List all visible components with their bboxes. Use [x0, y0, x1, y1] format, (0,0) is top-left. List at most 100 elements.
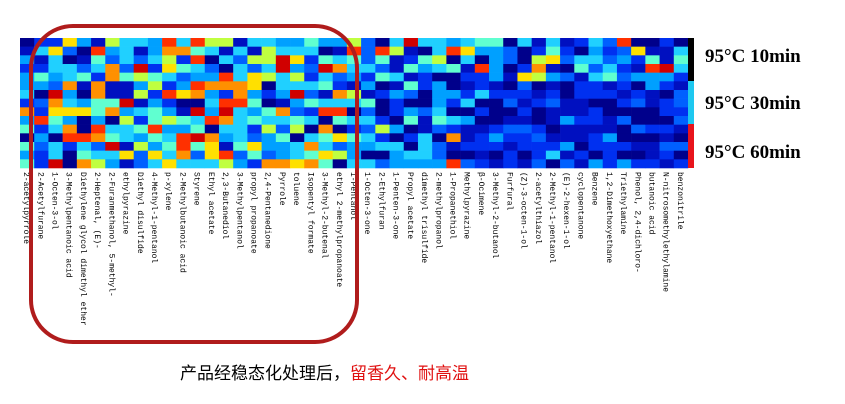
heatmap-cell	[659, 90, 675, 99]
heatmap-cell	[432, 133, 447, 143]
heatmap-cell	[233, 124, 248, 134]
heatmap-cell	[133, 116, 149, 125]
heatmap-cell	[318, 150, 333, 160]
heatmap-cell	[247, 46, 262, 56]
heatmap-cell	[332, 124, 348, 134]
heatmap-cell	[290, 46, 305, 56]
heatmap-cell	[91, 142, 106, 151]
heatmap-cell	[91, 107, 106, 117]
heatmap-cell	[616, 55, 632, 65]
heatmap-cell	[176, 133, 191, 143]
column-label: 3-Methyl-2-butanol	[490, 172, 499, 259]
heatmap-cell	[645, 116, 660, 125]
heatmap-cell	[275, 90, 291, 99]
heatmap-cell	[290, 90, 305, 99]
heatmap-cell	[460, 116, 476, 125]
heatmap-cell	[560, 150, 575, 160]
heatmap-cell	[176, 124, 191, 134]
heatmap-cell	[560, 142, 575, 151]
heatmap-cell	[304, 124, 319, 134]
heatmap-cell	[574, 142, 589, 151]
heatmap-cell	[432, 159, 447, 169]
heatmap-cell	[503, 98, 518, 108]
heatmap-cell	[62, 64, 78, 73]
heatmap-cell	[304, 46, 319, 56]
heatmap-cell	[162, 55, 177, 65]
heatmap-cell	[62, 38, 78, 47]
heatmap-cell	[34, 72, 49, 82]
column-label: (E)-2-hexen-1-ol	[561, 172, 570, 249]
heatmap-cell	[34, 64, 49, 73]
heatmap-cell	[62, 81, 78, 91]
heatmap-cell	[588, 150, 604, 160]
heatmap-cell	[34, 116, 49, 125]
heatmap-cell	[147, 98, 163, 108]
heatmap-cell	[261, 150, 277, 160]
heatmap-cell	[460, 72, 476, 82]
heatmap-cell	[318, 55, 333, 65]
heatmap-cell	[105, 124, 120, 134]
heatmap-cell	[489, 159, 504, 169]
heatmap-cell	[489, 107, 504, 117]
heatmap-cell	[503, 150, 518, 160]
heatmap-cell	[48, 142, 63, 151]
heatmap-cell	[332, 38, 348, 47]
heatmap-cell	[545, 98, 561, 108]
heatmap-cell	[204, 81, 220, 91]
heatmap-cell	[233, 107, 248, 117]
heatmap-cell	[20, 72, 35, 82]
heatmap-cell	[346, 159, 362, 169]
heatmap-cell	[474, 142, 490, 151]
heatmap-cell	[417, 46, 433, 56]
heatmap-cell	[631, 46, 646, 56]
heatmap-cell	[631, 142, 646, 151]
heatmap-cell	[62, 107, 78, 117]
heatmap-cell	[133, 72, 149, 82]
heatmap-cell	[446, 72, 461, 82]
heatmap-cell	[645, 72, 660, 82]
heatmap-cell	[446, 81, 461, 91]
heatmap-cell	[332, 72, 348, 82]
heatmap-cell	[105, 107, 120, 117]
heatmap-cell	[375, 142, 390, 151]
heatmap-cell	[346, 116, 362, 125]
heatmap-cell	[631, 124, 646, 134]
heatmap-cell	[162, 90, 177, 99]
heatmap-cell	[346, 107, 362, 117]
group-label: 95°C 30min	[705, 93, 801, 114]
heatmap-cell	[574, 90, 589, 99]
heatmap-cell	[560, 72, 575, 82]
heatmap-cell	[417, 72, 433, 82]
heatmap-cell	[375, 81, 390, 91]
heatmap-cell	[91, 38, 106, 47]
heatmap-cell	[34, 150, 49, 160]
heatmap-cell	[76, 72, 92, 82]
heatmap-cell	[233, 46, 248, 56]
heatmap-cell	[417, 90, 433, 99]
heatmap-cell	[602, 46, 618, 56]
heatmap-cell	[176, 150, 191, 160]
heatmap-cell	[275, 64, 291, 73]
heatmap-cell	[361, 142, 376, 151]
heatmap-cell	[531, 38, 547, 47]
heatmap-cell	[645, 159, 660, 169]
heatmap-cell	[261, 124, 277, 134]
heatmap-cell	[218, 133, 234, 143]
heatmap-cell	[417, 64, 433, 73]
heatmap-cell	[389, 46, 405, 56]
heatmap-cell	[375, 124, 390, 134]
heatmap-cell	[332, 98, 348, 108]
heatmap-cell	[531, 64, 547, 73]
heatmap-cell	[247, 107, 262, 117]
heatmap-cell	[361, 124, 376, 134]
column-label: Propyl acetate	[405, 172, 414, 239]
heatmap-cell	[602, 116, 618, 125]
heatmap-cell	[304, 90, 319, 99]
heatmap-cell	[119, 72, 135, 82]
heatmap-cell	[204, 159, 220, 169]
heatmap-cell	[432, 81, 447, 91]
heatmap-cell	[318, 90, 333, 99]
heatmap-cell	[645, 133, 660, 143]
heatmap-cell	[133, 150, 149, 160]
heatmap-cell	[460, 133, 476, 143]
